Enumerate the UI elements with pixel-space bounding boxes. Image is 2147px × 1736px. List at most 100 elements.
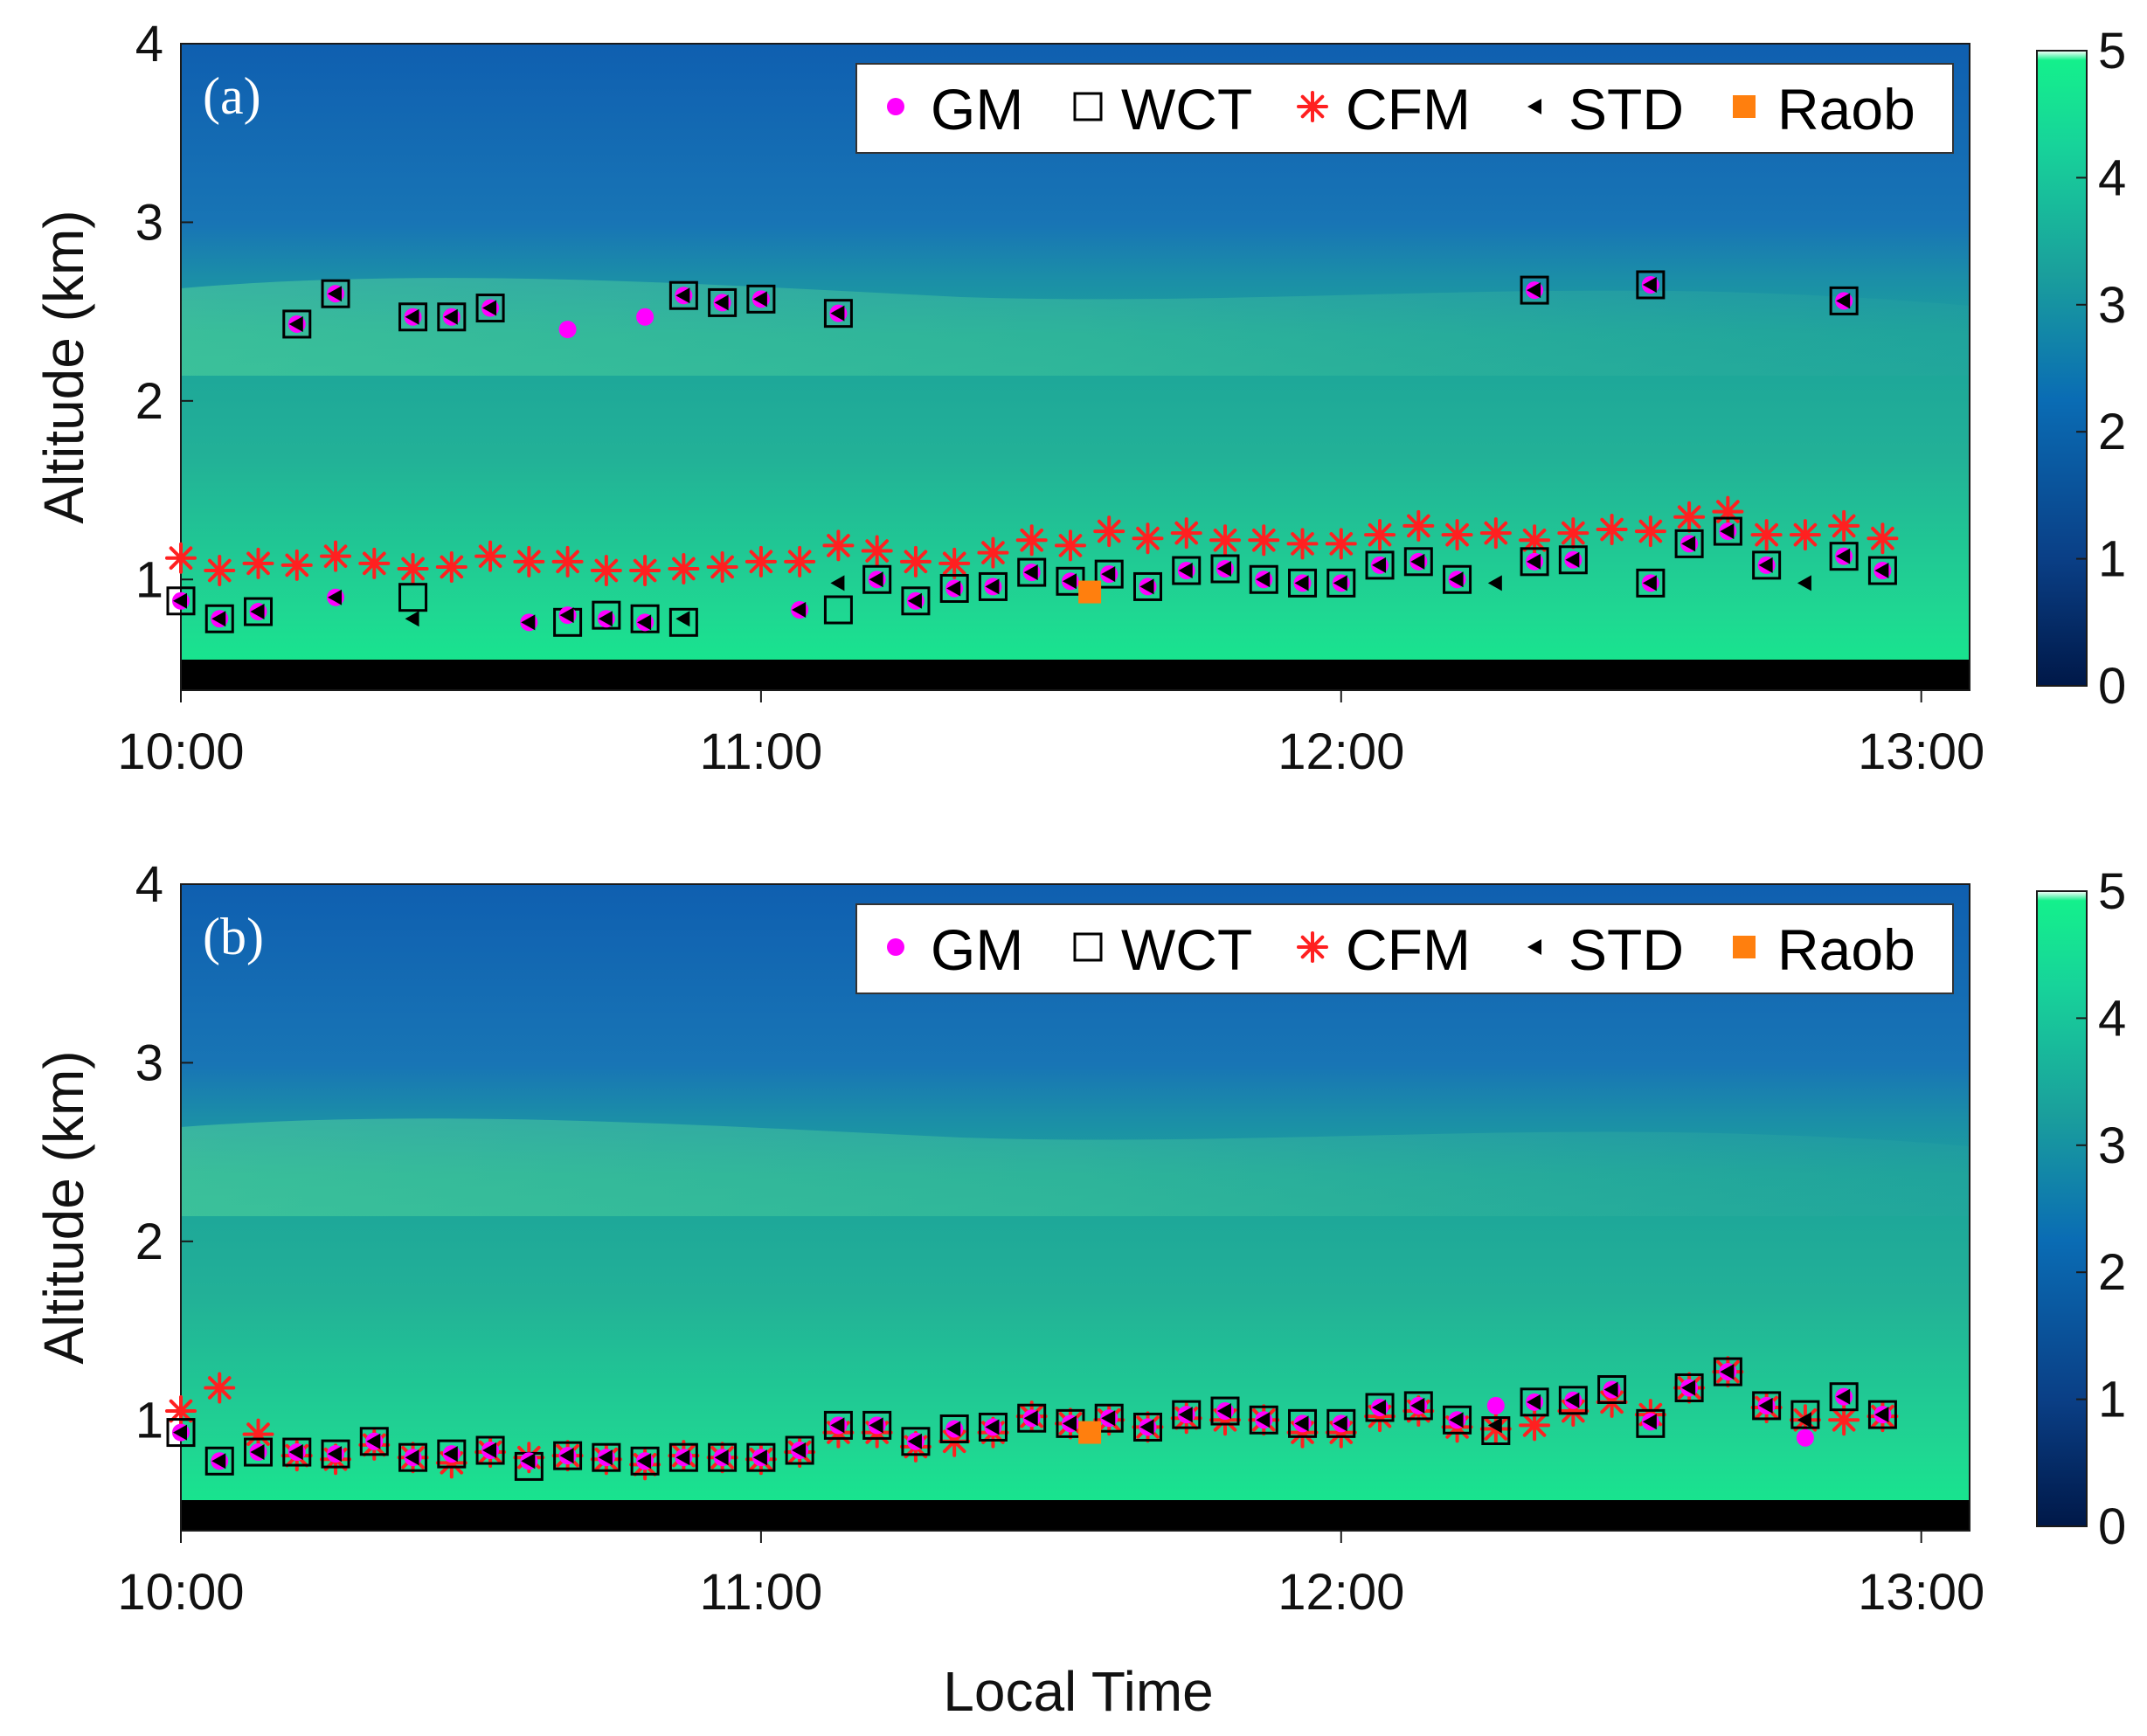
wct-point [708, 1442, 738, 1472]
std-point [1797, 1412, 1811, 1428]
wct-point [630, 604, 660, 633]
blind-zone [181, 1500, 1970, 1531]
gm-point [636, 308, 654, 326]
std-point [559, 607, 574, 624]
wct-point [1752, 550, 1782, 580]
colorbar-tick-label: 1 [2098, 531, 2126, 588]
std-point [1487, 1417, 1502, 1434]
wct-point [1481, 1416, 1511, 1446]
cfm-point [242, 547, 274, 579]
wct-point [1365, 550, 1395, 580]
y-axis-label: Altitude (km) [32, 210, 95, 523]
x-tick-label: 13:00 [1858, 1564, 1984, 1621]
std-point [405, 308, 419, 325]
cfm-point [706, 550, 738, 583]
std-point [1449, 1412, 1464, 1428]
wct-point [1674, 1373, 1704, 1402]
legend-marker-gm [887, 938, 904, 956]
cfm-point [1209, 1404, 1242, 1436]
cfm-point [1364, 1401, 1396, 1433]
std-point [1874, 563, 1889, 579]
legend-entry-raob: Raob [1733, 917, 1915, 982]
wct-point [1713, 1357, 1742, 1387]
x-tick-label: 13:00 [1858, 723, 1984, 780]
cfm-point [242, 1418, 274, 1450]
wct-point [939, 573, 969, 603]
series-wct [166, 1357, 1897, 1481]
y-tick-label: 2 [135, 373, 163, 430]
std-point [1023, 1410, 1038, 1427]
cfm-point [1170, 517, 1202, 550]
wct-point [204, 604, 234, 633]
legend-entry-std: STD [1527, 917, 1684, 982]
std-point [1410, 1397, 1425, 1414]
wct-point [1829, 286, 1859, 315]
wct-point [823, 1410, 853, 1440]
wct-point [359, 1427, 389, 1456]
cfm-point [1054, 529, 1086, 562]
wct-point [862, 1410, 892, 1440]
legend-label-cfm: CFM [1346, 917, 1471, 982]
colorbar: 0 1 2 3 4 5 [2036, 23, 2126, 715]
colorbar-tick-label: 1 [2098, 1372, 2126, 1428]
std-point [1101, 566, 1116, 583]
std-point [985, 1419, 1000, 1435]
std-point [714, 294, 729, 311]
wct-point [244, 1437, 274, 1467]
wct-point [437, 1439, 467, 1469]
std-point [288, 1444, 303, 1461]
wct-point [1520, 547, 1549, 577]
wct-point [166, 586, 196, 616]
gm-point [1486, 1396, 1505, 1414]
std-point [1487, 575, 1502, 591]
wct-point [204, 1446, 234, 1476]
std-point [1642, 1414, 1657, 1430]
wct-point [978, 1412, 1008, 1442]
cfm-point [938, 547, 971, 579]
std-point [559, 1448, 574, 1464]
std-point [1139, 578, 1154, 595]
wct-point [1288, 1408, 1318, 1438]
std-point [714, 1449, 729, 1466]
std-point [1797, 575, 1811, 591]
aerosol-top-band [181, 1118, 1970, 1216]
legend-entry-std: STD [1527, 77, 1684, 142]
wct-point [1674, 529, 1704, 558]
panel-label: (b) [203, 908, 264, 965]
std-point [946, 1421, 961, 1437]
colorbar-tick-label: 2 [2098, 404, 2126, 460]
cfm-point [358, 547, 391, 579]
wct-point [1172, 556, 1202, 585]
std-point [211, 611, 226, 627]
std-point [521, 614, 536, 631]
colorbar: 0 1 2 3 4 5 [2036, 863, 2126, 1555]
std-point [752, 291, 767, 308]
std-point [830, 575, 845, 591]
std-point [1836, 293, 1851, 309]
wct-point [1210, 554, 1240, 584]
cfm-point [1634, 515, 1666, 548]
wct-point [901, 586, 931, 616]
series-wct [166, 270, 1897, 637]
std-point [830, 305, 845, 322]
wct-point [1867, 1400, 1897, 1429]
legend-marker-std [1527, 939, 1541, 955]
wct-point [708, 287, 738, 317]
wct-point [630, 1446, 660, 1476]
wct-point [1249, 564, 1278, 594]
cfm-point [1712, 495, 1744, 528]
wct-point [1365, 1393, 1395, 1422]
cfm-point [1286, 528, 1319, 560]
legend-label-raob: Raob [1777, 77, 1915, 142]
colorbar-tick-label: 0 [2098, 658, 2126, 715]
std-point [1139, 1419, 1154, 1435]
std-point [366, 1433, 381, 1449]
wct-point [785, 1435, 814, 1465]
x-tick-label: 10:00 [117, 723, 244, 780]
legend-marker-wct [1073, 92, 1103, 121]
wct-point [437, 302, 467, 332]
wct-point [398, 1442, 428, 1472]
std-point [482, 1442, 497, 1459]
